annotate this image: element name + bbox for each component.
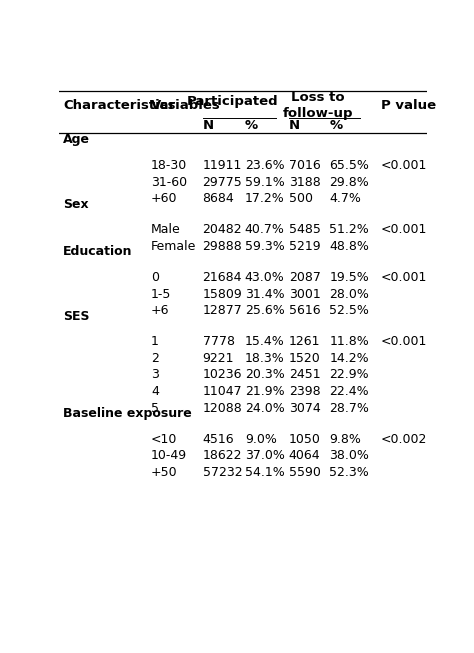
Text: 17.2%: 17.2% — [245, 192, 284, 205]
Text: SES: SES — [63, 310, 90, 323]
Text: 10-49: 10-49 — [151, 449, 187, 462]
Text: +6: +6 — [151, 304, 170, 317]
Text: 3188: 3188 — [289, 176, 320, 189]
Text: P value: P value — [381, 99, 436, 112]
Text: 5616: 5616 — [289, 304, 320, 317]
Text: 11911: 11911 — [202, 159, 242, 172]
Text: 40.7%: 40.7% — [245, 223, 284, 236]
Text: <0.001: <0.001 — [381, 223, 427, 236]
Text: 31-60: 31-60 — [151, 176, 187, 189]
Text: 18.3%: 18.3% — [245, 352, 284, 365]
Text: Participated: Participated — [187, 95, 279, 108]
Text: 2398: 2398 — [289, 385, 320, 398]
Text: 7016: 7016 — [289, 159, 320, 172]
Text: 1261: 1261 — [289, 335, 320, 348]
Text: 3074: 3074 — [289, 402, 320, 415]
Text: +60: +60 — [151, 192, 178, 205]
Text: 2: 2 — [151, 352, 159, 365]
Text: 2087: 2087 — [289, 271, 321, 284]
Text: 5590: 5590 — [289, 466, 321, 479]
Text: 28.7%: 28.7% — [329, 402, 369, 415]
Text: 9.8%: 9.8% — [329, 433, 361, 446]
Text: 29.8%: 29.8% — [329, 176, 369, 189]
Text: <0.001: <0.001 — [381, 335, 427, 348]
Text: 9221: 9221 — [202, 352, 234, 365]
Text: 5485: 5485 — [289, 223, 321, 236]
Text: Variables: Variables — [151, 99, 221, 112]
Text: 21684: 21684 — [202, 271, 242, 284]
Text: 3: 3 — [151, 368, 159, 381]
Text: %: % — [245, 119, 258, 132]
Text: 65.5%: 65.5% — [329, 159, 369, 172]
Text: 10236: 10236 — [202, 368, 242, 381]
Text: 1520: 1520 — [289, 352, 320, 365]
Text: 51.2%: 51.2% — [329, 223, 369, 236]
Text: <0.001: <0.001 — [381, 271, 427, 284]
Text: 12877: 12877 — [202, 304, 242, 317]
Text: 38.0%: 38.0% — [329, 449, 369, 462]
Text: Loss to
follow-up: Loss to follow-up — [283, 91, 354, 119]
Text: <0.002: <0.002 — [381, 433, 427, 446]
Text: Baseline exposure: Baseline exposure — [63, 407, 191, 420]
Text: 11047: 11047 — [202, 385, 242, 398]
Text: 3001: 3001 — [289, 287, 320, 300]
Text: 0: 0 — [151, 271, 159, 284]
Text: 4064: 4064 — [289, 449, 320, 462]
Text: 5219: 5219 — [289, 240, 320, 253]
Text: 2451: 2451 — [289, 368, 320, 381]
Text: 57232: 57232 — [202, 466, 242, 479]
Text: 48.8%: 48.8% — [329, 240, 369, 253]
Text: 15809: 15809 — [202, 287, 242, 300]
Text: +50: +50 — [151, 466, 178, 479]
Text: Age: Age — [63, 133, 90, 146]
Text: 20.3%: 20.3% — [245, 368, 284, 381]
Text: Female: Female — [151, 240, 196, 253]
Text: 8684: 8684 — [202, 192, 234, 205]
Text: 31.4%: 31.4% — [245, 287, 284, 300]
Text: 18-30: 18-30 — [151, 159, 187, 172]
Text: 22.9%: 22.9% — [329, 368, 369, 381]
Text: 4: 4 — [151, 385, 159, 398]
Text: 52.3%: 52.3% — [329, 466, 369, 479]
Text: N: N — [202, 119, 214, 132]
Text: Sex: Sex — [63, 198, 89, 211]
Text: 52.5%: 52.5% — [329, 304, 369, 317]
Text: 29888: 29888 — [202, 240, 242, 253]
Text: 12088: 12088 — [202, 402, 242, 415]
Text: 14.2%: 14.2% — [329, 352, 369, 365]
Text: 4516: 4516 — [202, 433, 234, 446]
Text: N: N — [289, 119, 300, 132]
Text: 20482: 20482 — [202, 223, 242, 236]
Text: 59.1%: 59.1% — [245, 176, 284, 189]
Text: 54.1%: 54.1% — [245, 466, 284, 479]
Text: 19.5%: 19.5% — [329, 271, 369, 284]
Text: 7778: 7778 — [202, 335, 235, 348]
Text: 15.4%: 15.4% — [245, 335, 284, 348]
Text: 37.0%: 37.0% — [245, 449, 284, 462]
Text: 24.0%: 24.0% — [245, 402, 284, 415]
Text: 11.8%: 11.8% — [329, 335, 369, 348]
Text: <10: <10 — [151, 433, 177, 446]
Text: Male: Male — [151, 223, 181, 236]
Text: %: % — [329, 119, 342, 132]
Text: 29775: 29775 — [202, 176, 242, 189]
Text: 1: 1 — [151, 335, 159, 348]
Text: 21.9%: 21.9% — [245, 385, 284, 398]
Text: 23.6%: 23.6% — [245, 159, 284, 172]
Text: 25.6%: 25.6% — [245, 304, 284, 317]
Text: 4.7%: 4.7% — [329, 192, 361, 205]
Text: Education: Education — [63, 246, 132, 259]
Text: 18622: 18622 — [202, 449, 242, 462]
Text: 43.0%: 43.0% — [245, 271, 284, 284]
Text: 1-5: 1-5 — [151, 287, 172, 300]
Text: <0.001: <0.001 — [381, 159, 427, 172]
Text: 22.4%: 22.4% — [329, 385, 369, 398]
Text: 500: 500 — [289, 192, 313, 205]
Text: 28.0%: 28.0% — [329, 287, 369, 300]
Text: 59.3%: 59.3% — [245, 240, 284, 253]
Text: Characteristics: Characteristics — [63, 99, 175, 112]
Text: 9.0%: 9.0% — [245, 433, 277, 446]
Text: 1050: 1050 — [289, 433, 321, 446]
Text: 5: 5 — [151, 402, 159, 415]
